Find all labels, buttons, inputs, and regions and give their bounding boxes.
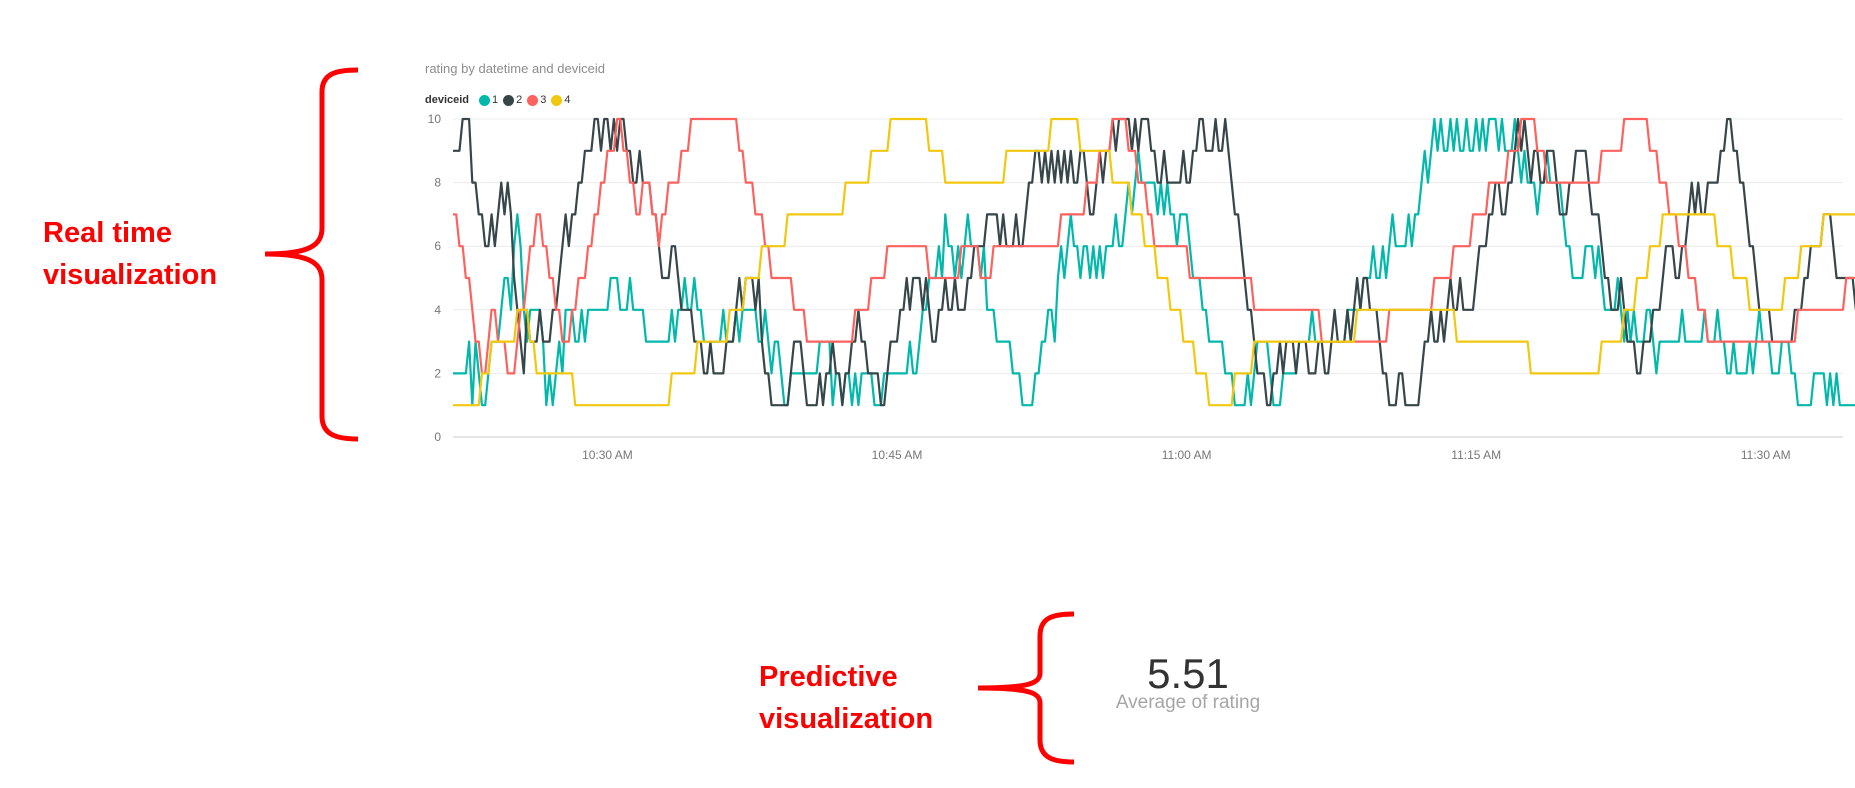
legend-item-4[interactable]: 4 xyxy=(551,94,571,106)
x-tick-label: 11:15 AM xyxy=(1451,448,1501,462)
chart-legend: deviceid 1 2 3 4 xyxy=(425,93,576,107)
realtime-annotation-line-2: visualization xyxy=(43,259,218,291)
series-line-2[interactable] xyxy=(453,117,1855,407)
predictive-annotation-line-1: Predictive xyxy=(759,661,898,693)
series-lines xyxy=(453,117,1855,407)
y-tick-label: 0 xyxy=(434,430,441,444)
series-line-4[interactable] xyxy=(453,117,1855,407)
y-tick-label: 8 xyxy=(434,176,441,190)
legend-label-1: 1 xyxy=(492,94,499,106)
series-line-1[interactable] xyxy=(453,117,1855,407)
series-line-3[interactable] xyxy=(453,117,1855,405)
y-tick-label: 10 xyxy=(428,112,442,126)
kpi-value: 5.51 xyxy=(1147,650,1229,697)
y-tick-label: 6 xyxy=(434,239,441,253)
legend-item-3[interactable]: 3 xyxy=(527,94,546,106)
predictive-annotation: Predictive visualization xyxy=(759,656,933,740)
annotation-brackets xyxy=(264,67,1075,765)
legend-dot-1 xyxy=(479,94,491,106)
legend-dot-3 xyxy=(527,94,539,106)
legend-item-2[interactable]: 2 xyxy=(503,94,522,106)
legend-title: deviceid xyxy=(425,94,470,106)
x-tick-label: 10:30 AM xyxy=(582,448,633,462)
legend-item-1[interactable]: 1 xyxy=(479,94,498,106)
chart-title: rating by datetime and deviceid xyxy=(425,61,605,76)
legend-dot-2 xyxy=(503,94,515,106)
realtime-bracket xyxy=(264,67,359,442)
legend-label-4: 4 xyxy=(564,94,571,106)
realtime-annotation-line-1: Real time xyxy=(43,217,172,249)
legend-dot-4 xyxy=(551,94,563,106)
x-axis: 10:30 AM 10:45 AM 11:00 AM 11:15 AM 11:30 AM xyxy=(582,448,1791,462)
realtime-annotation: Real time visualization xyxy=(43,212,217,296)
y-axis: 0 2 4 6 8 10 xyxy=(428,112,442,444)
y-tick-label: 2 xyxy=(434,366,441,380)
x-tick-label: 10:45 AM xyxy=(872,448,923,462)
predictive-annotation-line-2: visualization xyxy=(759,703,934,735)
legend-label-2: 2 xyxy=(516,94,523,106)
legend-label-3: 3 xyxy=(540,94,547,106)
kpi-label: Average of rating xyxy=(1115,692,1261,713)
x-tick-label: 11:00 AM xyxy=(1162,448,1212,462)
predictive-bracket xyxy=(977,611,1075,765)
y-tick-label: 4 xyxy=(434,303,441,317)
x-tick-label: 11:30 AM xyxy=(1741,448,1791,462)
